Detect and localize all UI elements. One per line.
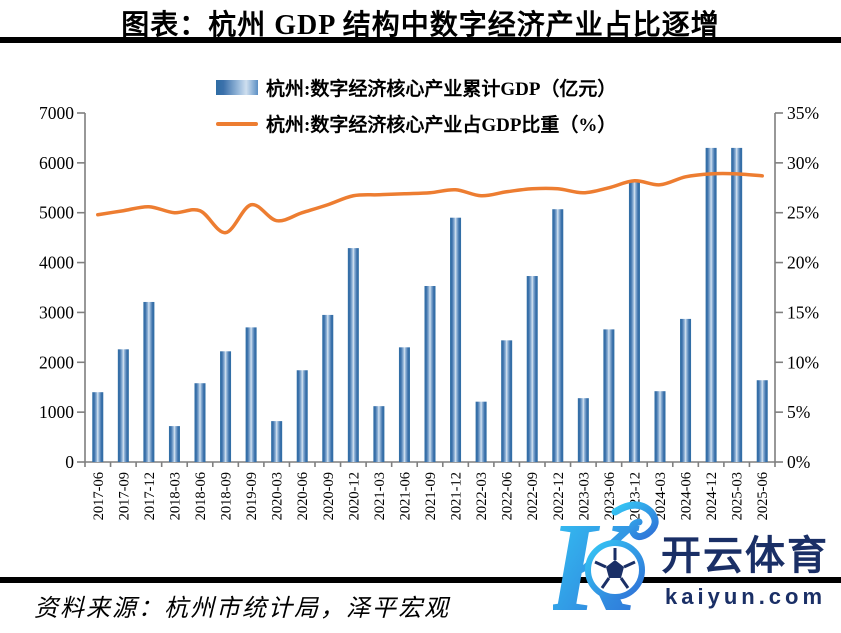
bar-2017-09	[117, 349, 129, 462]
bar-2021-03	[373, 406, 385, 462]
soccer-ball-icon	[585, 540, 645, 600]
bar-2020-06	[296, 370, 308, 462]
x-tick-label: 2019-09	[244, 472, 260, 520]
bar-2018-03	[168, 426, 180, 462]
bar-2024-12	[705, 147, 717, 462]
bar-2022-06	[501, 340, 513, 462]
bar-2023-03	[577, 398, 589, 462]
kaiyun-logo-icon: K	[546, 496, 659, 633]
y-right-tick-label: 35%	[787, 103, 819, 123]
x-tick-label: 2017-06	[91, 472, 107, 520]
x-tick-label: 2018-03	[167, 472, 183, 520]
bar-2022-12	[552, 209, 564, 462]
bar-2023-06	[603, 329, 615, 462]
x-tick-label: 2025-03	[730, 472, 746, 520]
page-title: 图表：杭州 GDP 结构中数字经济产业占比逐增	[121, 10, 720, 41]
y-right-tick-label: 15%	[787, 302, 819, 322]
bar-2021-06	[398, 347, 410, 462]
legend-label-line: 杭州:数字经济核心产业占GDP比重（%）	[266, 115, 617, 136]
x-tick-label: 2022-12	[551, 472, 567, 520]
x-tick-label: 2024-06	[679, 472, 695, 520]
bar-2017-12	[143, 301, 155, 462]
bar-2020-03	[271, 421, 283, 462]
chart-legend: 杭州:数字经济核心产业累计GDP（亿元） 杭州:数字经济核心产业占GDP比重（%…	[216, 74, 616, 137]
x-tick-label: 2021-03	[372, 472, 388, 520]
y-left-tick-label: 7000	[39, 103, 74, 123]
y-left-tick-label: 2000	[39, 352, 74, 372]
x-tick-label: 2024-03	[653, 472, 669, 520]
y-right-tick-label: 20%	[787, 253, 819, 273]
bar-2021-09	[424, 286, 436, 462]
bar-2022-09	[526, 276, 538, 462]
x-tick-label: 2023-03	[576, 472, 592, 520]
bottom-divider	[0, 577, 841, 583]
x-tick-label: 2021-09	[423, 472, 439, 520]
x-tick-label: 2021-06	[397, 472, 413, 520]
x-tick-label: 2024-12	[704, 472, 720, 520]
watermark-brand: 开云体育	[661, 534, 829, 578]
x-tick-label: 2022-03	[474, 472, 490, 520]
x-tick-label: 2020-09	[321, 472, 337, 520]
y-right-tick-label: 30%	[787, 153, 819, 173]
x-tick-label: 2020-12	[346, 472, 362, 520]
top-divider	[0, 37, 841, 43]
bar-2018-06	[194, 383, 206, 462]
x-tick-label: 2022-09	[525, 472, 541, 520]
bar-2019-09	[245, 327, 257, 462]
x-tick-label: 2017-12	[142, 472, 158, 520]
y-right-tick-label: 0%	[787, 452, 810, 472]
bar-2024-06	[680, 318, 692, 462]
y-left-tick-label: 1000	[39, 402, 74, 422]
bar-2025-03	[731, 147, 743, 462]
legend-item-line: 杭州:数字经济核心产业占GDP比重（%）	[216, 110, 616, 137]
y-left-tick-label: 5000	[39, 203, 74, 223]
x-tick-label: 2025-06	[755, 472, 771, 520]
x-tick-label: 2022-06	[500, 472, 516, 520]
line-series-swatch-icon	[216, 121, 258, 126]
y-right-tick-label: 5%	[787, 402, 810, 422]
source-note: 资料来源：杭州市统计局，泽平宏观	[34, 596, 450, 622]
bar-series-swatch-icon	[216, 80, 258, 95]
bar-2024-03	[654, 391, 666, 462]
x-tick-label: 2023-06	[602, 472, 618, 520]
bar-2022-03	[475, 401, 487, 462]
x-tick-label: 2020-06	[295, 472, 311, 520]
y-right-tick-label: 10%	[787, 352, 819, 372]
y-left-tick-label: 6000	[39, 153, 74, 173]
kaiyun-watermark: K 开云体育 kaiyun.com	[546, 496, 841, 633]
bar-2023-12	[628, 180, 640, 462]
bar-2025-06	[756, 380, 768, 462]
x-tick-label: 2020-03	[270, 472, 286, 520]
line-series	[96, 171, 764, 235]
bar-2017-06	[92, 392, 104, 462]
y-left-tick-label: 4000	[39, 253, 74, 273]
pct-line-path	[96, 171, 764, 235]
watermark-domain: kaiyun.com	[665, 584, 827, 609]
legend-item-bar: 杭州:数字经济核心产业累计GDP（亿元）	[216, 74, 616, 101]
bar-2018-09	[220, 351, 232, 462]
bar-2020-09	[322, 314, 334, 462]
y-left-tick-label: 0	[65, 452, 74, 472]
y-left-tick-label: 3000	[39, 302, 74, 322]
legend-label-bar: 杭州:数字经济核心产业累计GDP（亿元）	[266, 79, 617, 100]
bar-series	[92, 147, 768, 462]
bar-2021-12	[450, 217, 462, 462]
x-tick-label: 2017-09	[116, 472, 132, 520]
x-tick-label: 2018-06	[193, 472, 209, 520]
axis-labels: 0 1000 2000 3000 4000 5000 6000 7000 0% 5% 10% 15% 2…	[39, 103, 819, 520]
x-tick-label: 2018-09	[219, 472, 235, 520]
bar-2020-12	[347, 248, 359, 462]
x-tick-label: 2021-12	[449, 472, 465, 520]
y-right-tick-label: 25%	[787, 203, 819, 223]
